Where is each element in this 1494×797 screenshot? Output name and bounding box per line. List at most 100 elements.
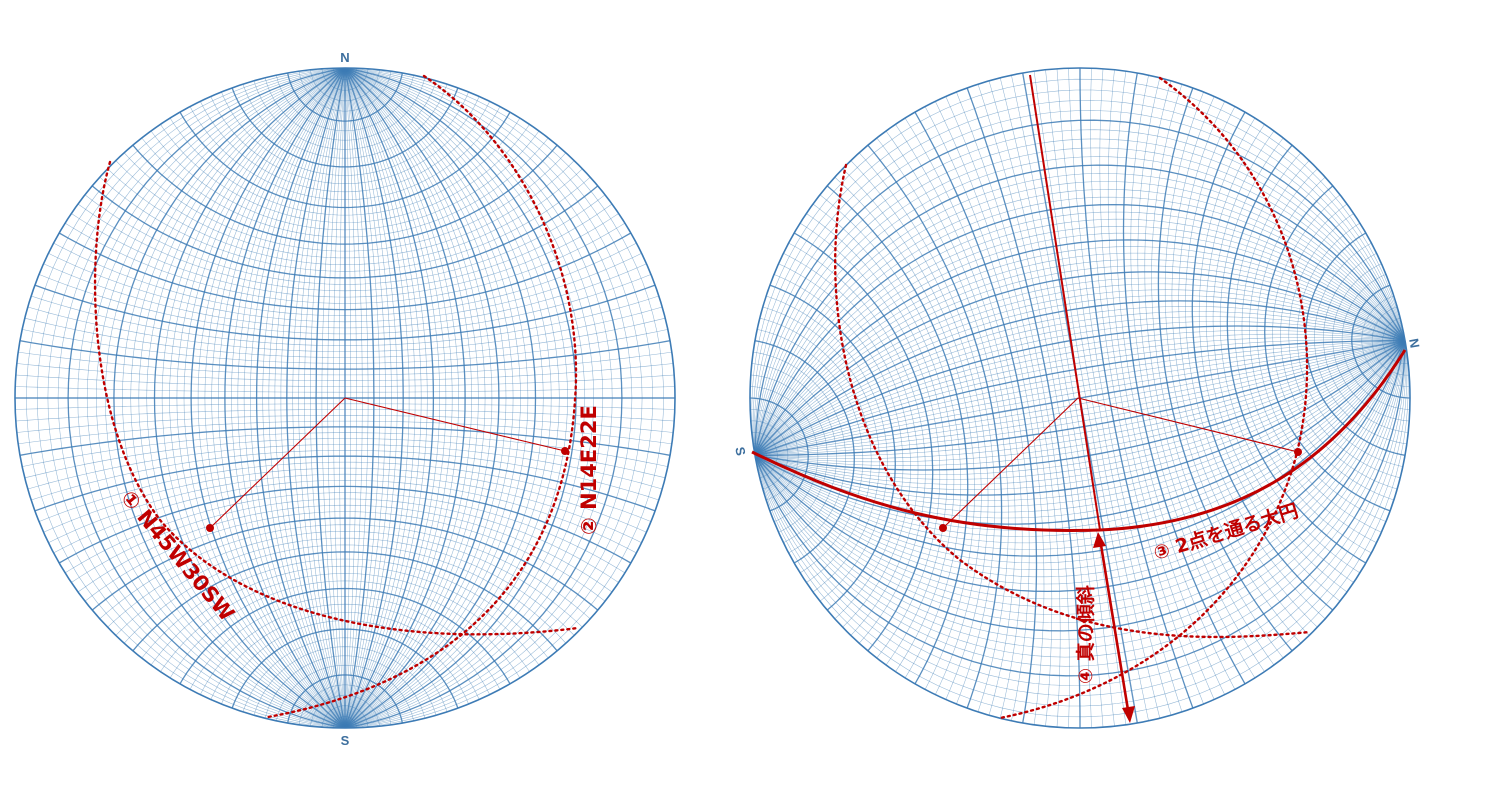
- grid-line: [210, 612, 480, 700]
- grid-line: [754, 340, 1406, 632]
- grid-line: [333, 68, 346, 728]
- grid-line: [754, 340, 1406, 658]
- plane1-great-circle-rotated: [833, 163, 1312, 639]
- grid-line: [344, 68, 500, 728]
- grid-line: [231, 628, 459, 709]
- grid-line: [132, 144, 558, 245]
- grid-line: [48, 253, 642, 323]
- grid-line: [264, 655, 426, 719]
- grid-line: [16, 415, 674, 433]
- grid-line: [1130, 75, 1256, 679]
- grid-line: [169, 117, 521, 216]
- grid-line: [132, 551, 558, 652]
- grid-line: [19, 340, 671, 370]
- grid-line: [754, 119, 1406, 456]
- grid-line: [754, 295, 1406, 456]
- grid-line: [754, 147, 1406, 456]
- grid-line: [754, 189, 1406, 456]
- grid-line: [138, 68, 346, 728]
- grid-line: [1314, 242, 1407, 445]
- grid-line: [210, 96, 480, 184]
- grid-line: [754, 110, 1406, 456]
- plane2-label: ② N14E22E: [577, 405, 601, 535]
- grid-line: [344, 68, 357, 728]
- grid-line: [344, 68, 428, 728]
- grid-line: [344, 68, 537, 728]
- grid-line: [754, 340, 1406, 485]
- grid-line: [338, 68, 346, 728]
- grid-line: [754, 265, 1406, 456]
- grid-line: [274, 68, 346, 728]
- grid-line: [754, 340, 1406, 607]
- grid-line: [344, 68, 392, 728]
- grid-line: [1323, 253, 1409, 433]
- grid-line: [867, 144, 1003, 709]
- grid-line: [153, 68, 346, 728]
- grid-line: [754, 196, 1406, 456]
- grid-line: [344, 68, 633, 728]
- grid-line: [754, 340, 1409, 718]
- grid-line: [96, 68, 346, 728]
- grid-line: [344, 68, 560, 728]
- grid-line: [999, 77, 1115, 727]
- grid-line: [253, 646, 437, 716]
- grid-line: [754, 340, 1406, 677]
- grid-line: [924, 106, 1045, 725]
- grid-line: [123, 544, 567, 644]
- grid-line: [176, 68, 346, 728]
- grid-line: [1011, 75, 1127, 725]
- grid-line: [344, 68, 586, 728]
- grid-line: [754, 340, 1408, 707]
- grid-line: [27, 306, 663, 352]
- grid-line: [104, 68, 346, 728]
- grid-line: [754, 340, 1406, 490]
- left-wulff-grid: [15, 68, 675, 728]
- left-net-primitive-circle: [14, 67, 676, 729]
- grid-line: [344, 68, 447, 728]
- grid-line: [344, 68, 398, 728]
- grid-line: [1107, 69, 1225, 695]
- grid-line: [22, 329, 668, 364]
- grid-line: [754, 173, 1406, 456]
- grid-line: [344, 68, 507, 728]
- grid-line: [304, 68, 346, 728]
- grid-line: [754, 340, 1406, 557]
- left-north-label: N: [340, 50, 349, 65]
- grid-line: [255, 68, 346, 728]
- grid-line: [754, 340, 1406, 578]
- grid-line: [754, 259, 1406, 456]
- grid-line: [778, 263, 911, 628]
- grid-line: [77, 68, 346, 728]
- grid-line: [754, 340, 1406, 696]
- grid-line: [298, 68, 346, 728]
- grid-line: [344, 68, 552, 728]
- grid-line: [344, 68, 604, 728]
- grid-line: [91, 517, 599, 611]
- grid-line: [77, 504, 613, 593]
- grid-line: [754, 246, 1406, 456]
- grid-line: [750, 409, 799, 501]
- grid-line: [298, 684, 392, 725]
- grid-line: [43, 467, 647, 533]
- grid-line: [189, 596, 501, 690]
- grid-line: [754, 340, 1406, 466]
- grid-line: [812, 203, 955, 672]
- plane2-dip-line: [344, 397, 566, 452]
- grid-line: [189, 106, 501, 200]
- dip-line-b: [1077, 397, 1299, 453]
- grid-line: [22, 432, 668, 467]
- grid-line: [799, 222, 941, 659]
- grid-line: [53, 242, 637, 316]
- left-south-label: S: [341, 733, 350, 748]
- intersection-point-b: [1294, 448, 1302, 456]
- grid-line: [183, 68, 346, 728]
- grid-line: [1056, 68, 1172, 716]
- grid-line: [754, 340, 1406, 600]
- grid-line: [15, 409, 675, 422]
- grid-line: [150, 130, 540, 231]
- grid-line: [1157, 87, 1293, 652]
- grid-line: [1234, 152, 1372, 554]
- grid-line: [315, 68, 346, 728]
- strike-line: [1029, 74, 1101, 531]
